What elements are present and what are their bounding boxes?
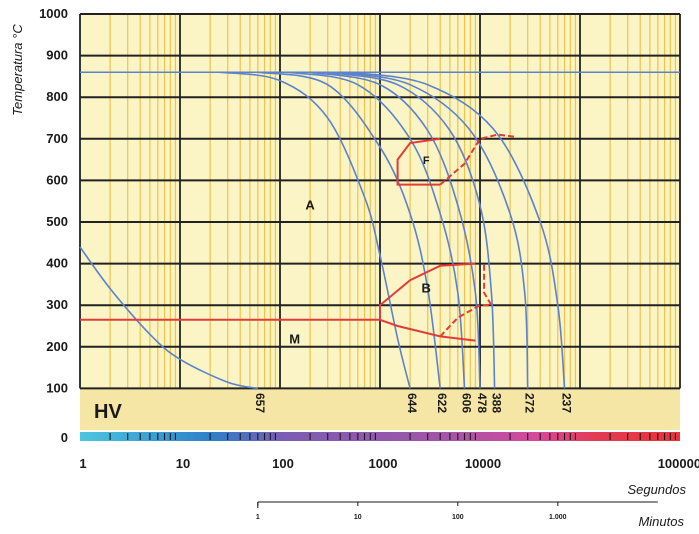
- hardness-value: 478: [475, 393, 489, 413]
- cooling-curve: [337, 71, 529, 389]
- y-tick-label: 700: [46, 131, 68, 146]
- minutes-tick-label: 1.000: [549, 514, 567, 521]
- hardness-label: HV: [94, 401, 122, 423]
- y-tick-label: 600: [46, 172, 68, 187]
- region-label: A: [305, 198, 315, 213]
- x-tick-label: 10000: [465, 456, 501, 471]
- hardness-value: 644: [405, 393, 419, 413]
- transformation-start-line: [379, 262, 476, 342]
- cooling-curve: [257, 71, 441, 389]
- region-label: F: [423, 155, 430, 167]
- x-tick-label: 1000000: [658, 456, 699, 471]
- transformation-end-line: [439, 263, 494, 338]
- x2-axis-title: Minutos: [638, 514, 684, 529]
- cooling-curve: [79, 246, 258, 390]
- x-tick-label: 100: [272, 456, 294, 471]
- region-label: B: [422, 281, 431, 296]
- hardness-value: 622: [435, 393, 449, 413]
- transformation-regions: [80, 133, 515, 342]
- y-axis-ticks: 0 100 200 300 400 500 600 700 800 900 1000: [39, 6, 68, 445]
- y-tick-label: 100: [46, 380, 68, 395]
- hardness-value: 606: [460, 393, 474, 413]
- minutes-axis: 1 10 100 1.000: [256, 501, 658, 521]
- y-tick-label: 200: [46, 339, 68, 354]
- hardness-value: 272: [523, 393, 537, 413]
- cooling-curve: [309, 71, 481, 389]
- x-axis-ticks: 1 10 100 1000 10000 1000000: [79, 456, 699, 471]
- hardness-value: 657: [253, 393, 267, 413]
- region-labels: A F B M: [289, 155, 431, 347]
- y-tick-label: 800: [46, 89, 68, 104]
- y-tick-label: 500: [46, 214, 68, 229]
- transformation-end-line: [439, 133, 515, 186]
- y-tick-label: 900: [46, 48, 68, 63]
- region-label: M: [289, 331, 300, 346]
- minutes-tick-label: 100: [452, 514, 464, 521]
- x-tick-label: 10: [176, 456, 190, 471]
- x-tick-label: 1000: [369, 456, 398, 471]
- cooling-curve: [287, 71, 466, 389]
- color-strip: [80, 432, 680, 441]
- hardness-value: 388: [490, 393, 504, 413]
- minutes-tick-label: 1: [256, 514, 260, 521]
- y-axis-title: Temperatura °C: [10, 24, 25, 116]
- y-tick-label: 300: [46, 297, 68, 312]
- y-tick-label: 400: [46, 256, 68, 271]
- minor-grid: [109, 14, 677, 389]
- strip-bar: [80, 432, 680, 441]
- minutes-tick-label: 10: [354, 514, 362, 521]
- cooling-curve: [219, 71, 411, 389]
- y-tick-label: 1000: [39, 6, 68, 21]
- transformation-start-line: [396, 137, 441, 186]
- y-tick-label: 0: [61, 430, 68, 445]
- hardness-band: [80, 388, 680, 430]
- cooling-curves: [79, 71, 680, 390]
- cooling-curve: [349, 71, 566, 389]
- x-axis-title: Segundos: [627, 482, 686, 497]
- hardness-values: 657 644 622 606 478 388 272 237: [253, 393, 574, 413]
- cooling-curve: [324, 71, 496, 389]
- x-tick-label: 1: [79, 456, 86, 471]
- hardness-value: 237: [560, 393, 574, 413]
- major-grid: [79, 13, 681, 390]
